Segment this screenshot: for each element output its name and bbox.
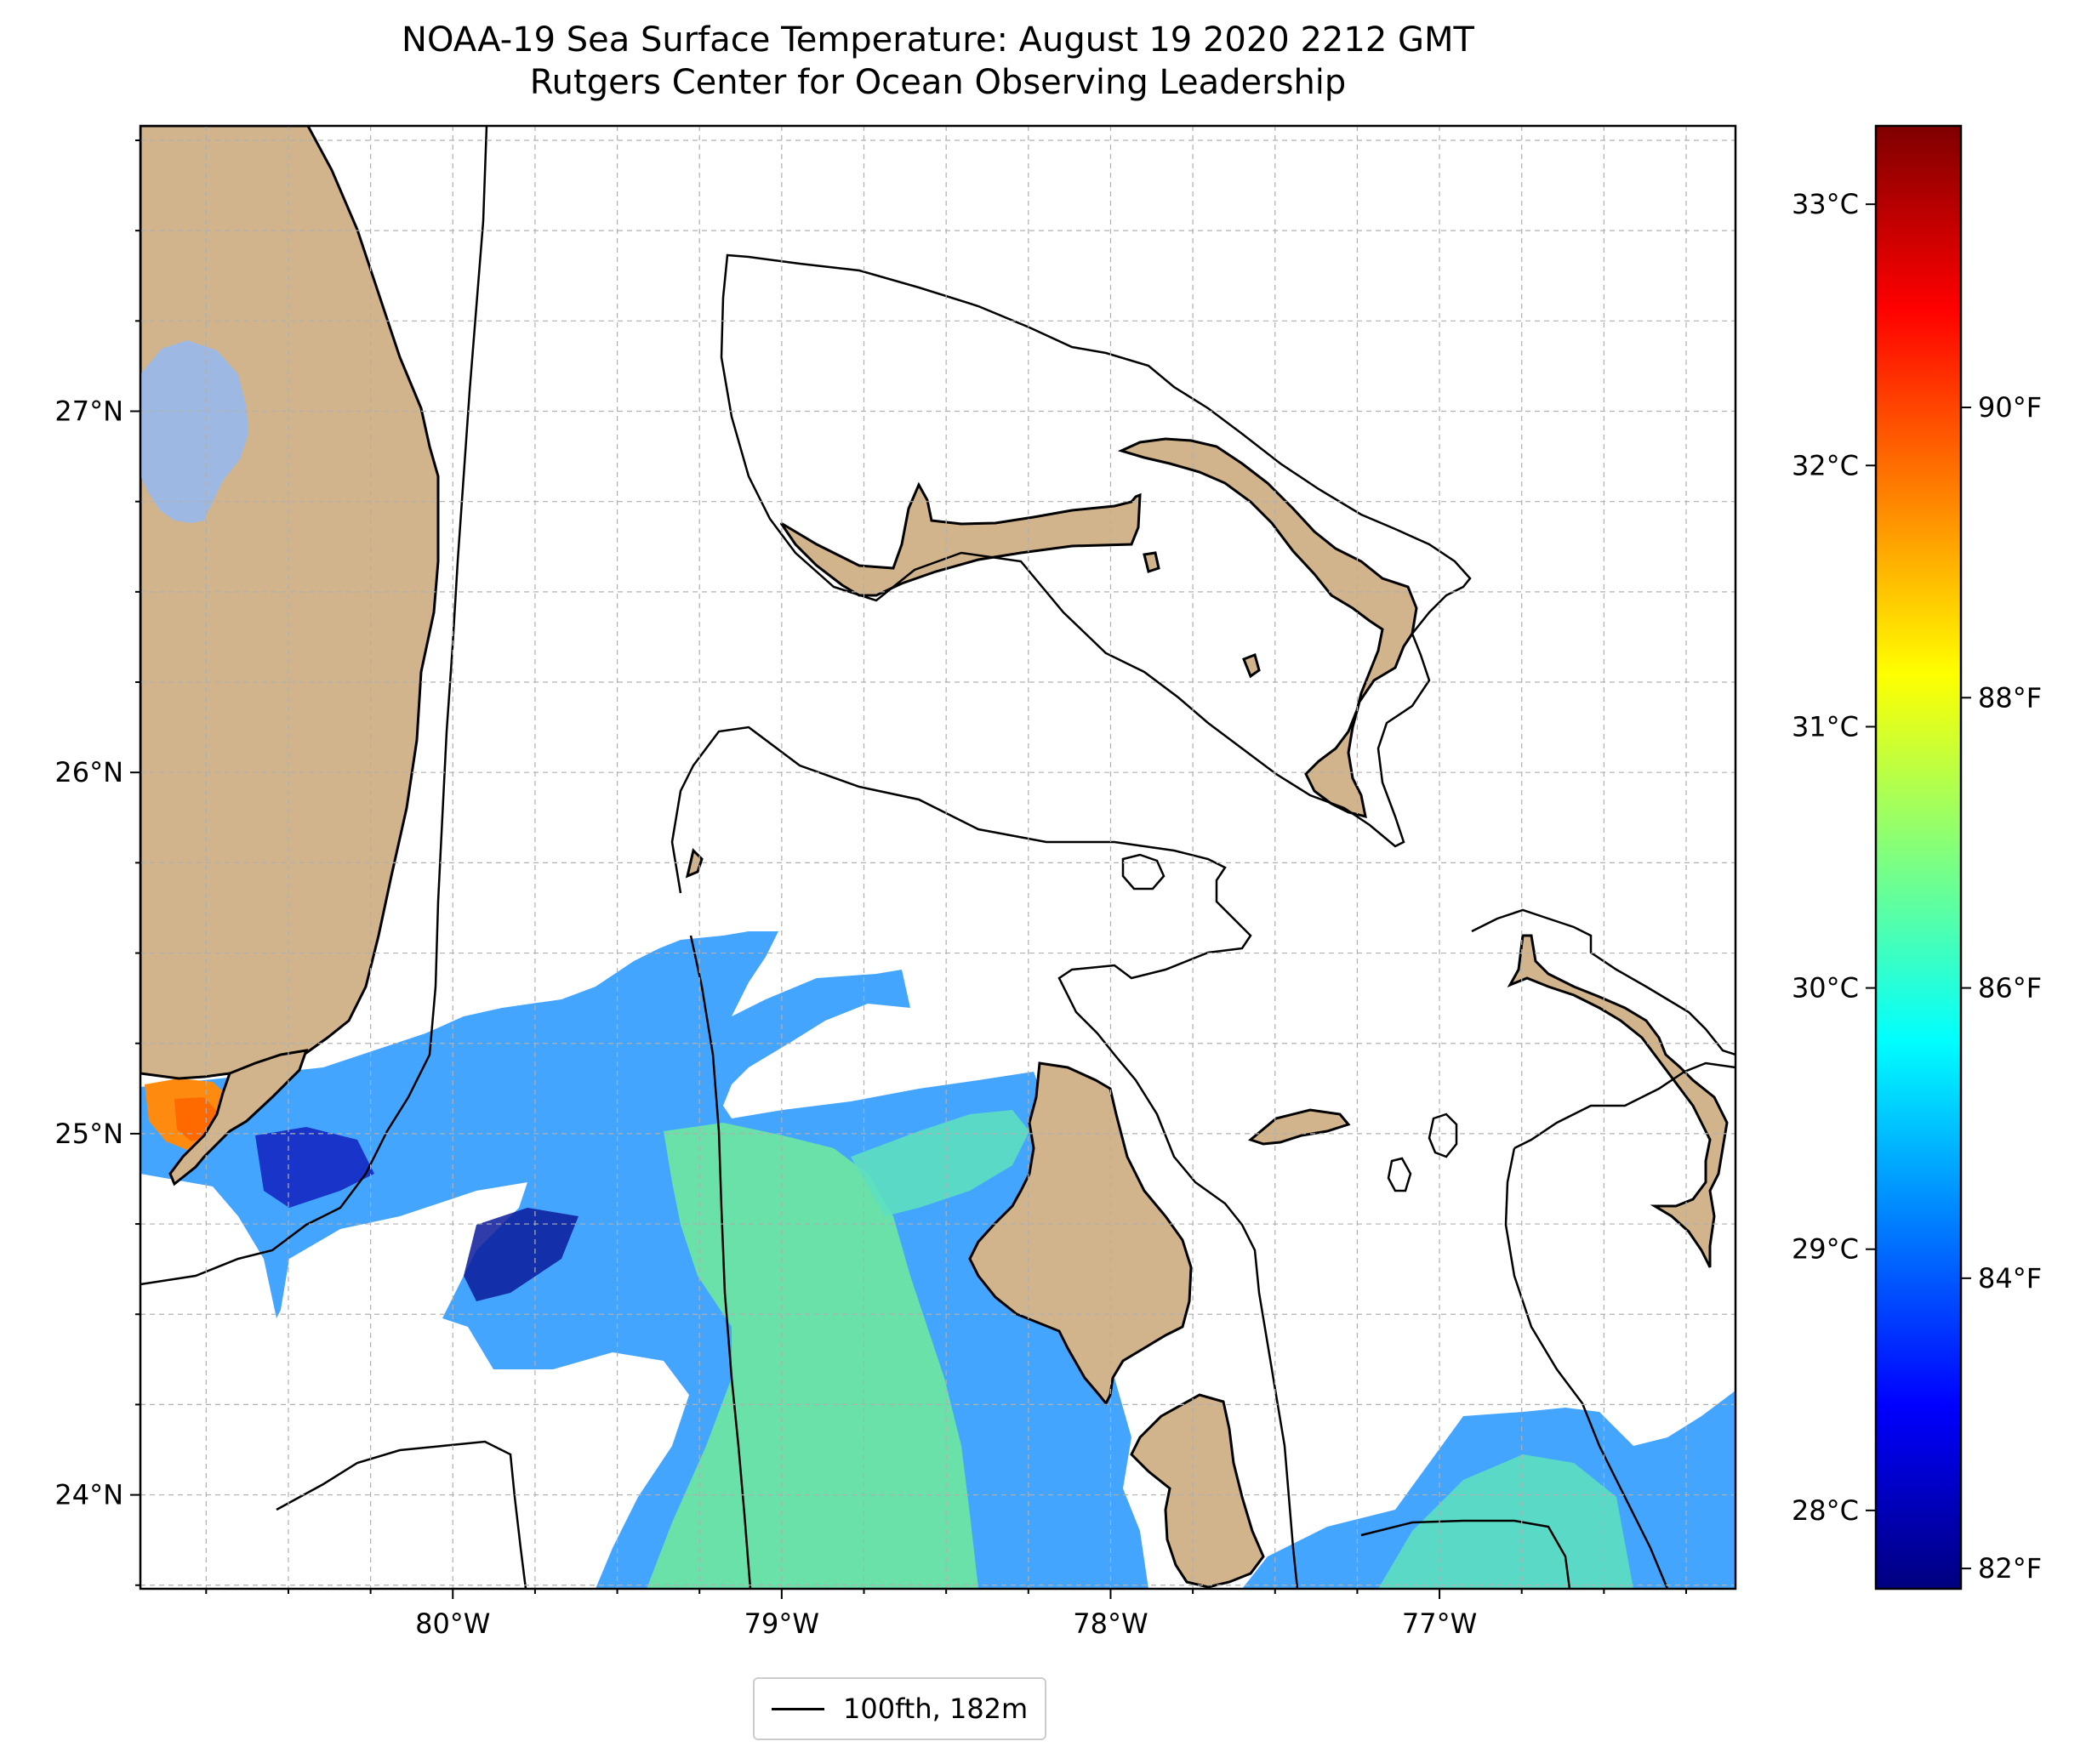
fahrenheit-tick-label: 88°F	[1978, 681, 2042, 714]
great-abaco	[1117, 437, 1418, 819]
lon-tick-label: 80°W	[415, 1608, 490, 1640]
fahrenheit-tick-label: 84°F	[1978, 1262, 2042, 1295]
isobath-southwest-loop	[276, 1440, 527, 1589]
lat-tick-label: 25°N	[54, 1118, 123, 1150]
celsius-tick-label: 31°C	[1792, 710, 1859, 743]
fahrenheit-tick-label: 86°F	[1978, 972, 2042, 1004]
isobath-florida-east	[140, 126, 488, 1286]
isobath-southeast-loop	[1360, 1519, 1571, 1589]
small-cay-2	[1242, 653, 1261, 679]
isobath-islet-1	[1121, 853, 1166, 891]
isobath-islet-3	[1387, 1157, 1412, 1192]
title-line-1: NOAA-19 Sea Surface Temperature: August …	[402, 20, 1474, 60]
map-panel: 80°W 79°W 78°W 77°W 27°N 26°N 25°N 24°N	[54, 124, 1737, 1640]
florida-keys	[168, 1049, 309, 1186]
celsius-tick-label: 28°C	[1792, 1494, 1859, 1527]
sst-cool-patch-central	[464, 1208, 578, 1301]
lat-tick-label: 27°N	[54, 395, 123, 428]
sst-layer	[140, 931, 1735, 1589]
isobath-islet-2	[1428, 1112, 1458, 1158]
colorbar-gradient	[1876, 126, 1961, 1589]
lon-tick-label: 79°W	[744, 1608, 819, 1640]
title-line-2: Rutgers Center for Ocean Observing Leade…	[529, 63, 1347, 102]
sst-warm-core	[647, 1123, 978, 1589]
eleuthera	[1507, 934, 1729, 1268]
celsius-tick-label: 29°C	[1792, 1233, 1859, 1266]
map-legend: 100fth, 182m	[753, 1677, 1047, 1740]
legend-isobath-swatch	[772, 1707, 824, 1710]
sst-east-warm	[851, 1110, 1029, 1216]
celsius-tick-label: 32°C	[1792, 449, 1859, 481]
isobath-little-bahama-bank	[720, 253, 1472, 848]
lon-tick-label: 78°W	[1073, 1608, 1148, 1640]
small-cay-1	[1143, 551, 1160, 573]
colorbar-ticks: 28°C 29°C 30°C 31°C 32°C 33°C 82°F 84°F 86°F 88°F…	[1792, 188, 2042, 1585]
fahrenheit-tick-label: 82°F	[1978, 1552, 2042, 1585]
lon-tick-label: 77°W	[1402, 1608, 1477, 1640]
grand-bahama	[779, 481, 1142, 597]
colorbar: 28°C 29°C 30°C 31°C 32°C 33°C 82°F 84°F 86°F 88°F…	[1792, 124, 2042, 1590]
lake-okeechobee	[140, 340, 248, 523]
map-axis-ticks: 80°W 79°W 78°W 77°W 27°N 26°N 25°N 24°N	[54, 139, 1688, 1640]
new-providence	[1247, 1108, 1351, 1146]
isobath-straits-axis	[689, 935, 752, 1589]
andros-south	[1130, 1393, 1265, 1589]
isobath-great-bahama-bank	[670, 726, 1299, 1589]
land-layer	[140, 126, 1729, 1589]
colorbar-frame	[1874, 124, 1963, 1590]
sst-cool-patch-west	[255, 1127, 374, 1208]
map-title: NOAA-19 Sea Surface Temperature: August …	[140, 19, 1735, 104]
map-frame	[139, 124, 1737, 1590]
legend-label: 100fth, 182m	[843, 1693, 1029, 1725]
celsius-tick-label: 33°C	[1792, 188, 1859, 220]
lat-tick-label: 26°N	[54, 756, 123, 788]
isobath-south-bank	[1504, 1147, 1669, 1589]
fahrenheit-tick-label: 90°F	[1978, 391, 2042, 424]
andros-island	[968, 1061, 1193, 1406]
lat-tick-label: 24°N	[54, 1479, 123, 1511]
map-gridlines	[140, 126, 1735, 1589]
celsius-tick-label: 30°C	[1792, 972, 1859, 1004]
